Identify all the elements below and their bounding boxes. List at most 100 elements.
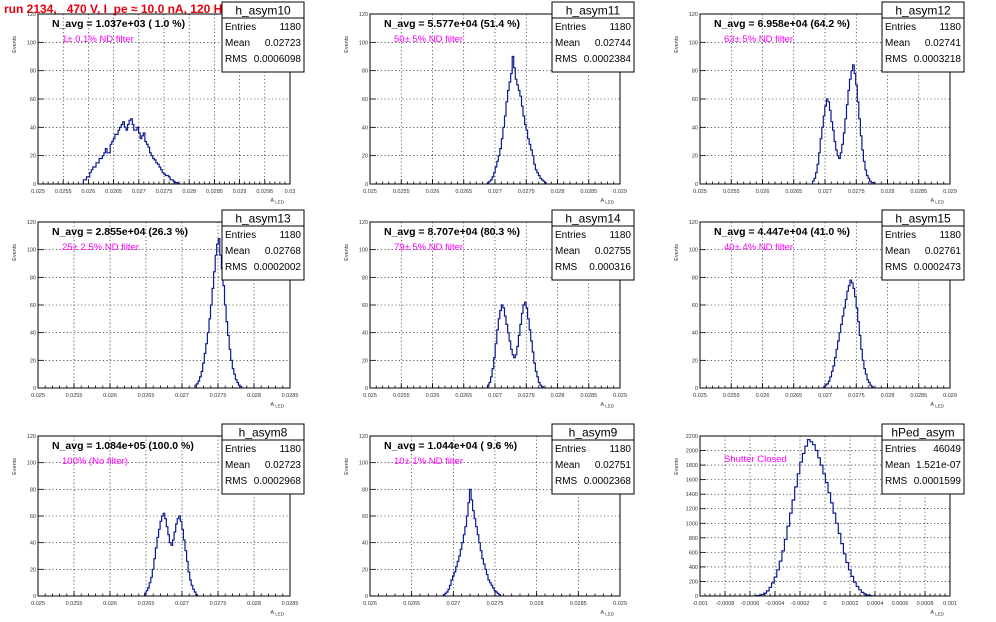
stat-label-mean: Mean bbox=[225, 38, 250, 49]
x-tick-label: 0.028 bbox=[247, 393, 261, 399]
panel-h-asym8: 0.025 0.0255 0.026 0.0265 0.027 0.0275 0.028 0.… bbox=[12, 423, 305, 617]
histogram-line bbox=[144, 512, 198, 596]
panel-h-asym13: 0.025 0.0255 0.026 0.0265 0.027 0.0275 0.028 0.… bbox=[12, 209, 305, 409]
y-tick-label: 1400 bbox=[686, 492, 698, 498]
navg-label: N_avg = 2.855e+04 (26.3 %) bbox=[52, 226, 188, 238]
x-tick-label: 0.0255 bbox=[66, 601, 83, 607]
x-tick-label: 0.026 bbox=[103, 393, 117, 399]
x-tick-label: 0.029 bbox=[943, 189, 957, 195]
y-tick-label: 60 bbox=[30, 303, 36, 309]
y-tick-label: 80 bbox=[362, 69, 368, 75]
x-axis-label-subscript: LED bbox=[934, 404, 945, 409]
x-tick-label: 0.0006 bbox=[892, 601, 909, 607]
y-tick-label: 80 bbox=[30, 275, 36, 281]
histogram-line bbox=[82, 118, 179, 184]
stat-value-mean: 1.521e-07 bbox=[916, 460, 961, 471]
stat-value-mean: 0.02755 bbox=[595, 246, 632, 257]
x-tick-label: -0.0002 bbox=[791, 601, 810, 607]
stat-value-entries: 1180 bbox=[939, 230, 961, 241]
plot-frame bbox=[369, 221, 621, 389]
x-tick-label: 0.027 bbox=[488, 189, 502, 195]
x-tick-label: 0.028 bbox=[551, 189, 565, 195]
plot-frame bbox=[699, 435, 951, 597]
y-tick-label: 40 bbox=[30, 331, 36, 337]
y-tick-label: 20 bbox=[362, 567, 368, 573]
x-tick-label: 0.0265 bbox=[785, 393, 802, 399]
y-tick-label: 120 bbox=[359, 434, 368, 440]
stat-value-rms: 0.0002368 bbox=[584, 476, 632, 487]
x-tick-label: 0.027 bbox=[175, 393, 189, 399]
panel-h-asym9: 0.026 0.0265 0.027 0.0275 0.028 0.0285 0.029 0 2… bbox=[344, 423, 635, 617]
y-tick-label: 0 bbox=[365, 386, 368, 392]
plot-frame bbox=[699, 221, 951, 389]
y-tick-label: 100 bbox=[689, 40, 698, 46]
y-tick-label: 60 bbox=[362, 514, 368, 520]
y-tick-label: 120 bbox=[27, 220, 36, 226]
x-tick-label: 0.0265 bbox=[105, 189, 122, 195]
plot-frame bbox=[369, 435, 621, 597]
y-tick-label: 20 bbox=[30, 358, 36, 364]
x-tick-label: 0.025 bbox=[693, 393, 707, 399]
x-tick-label: 0.0265 bbox=[403, 601, 420, 607]
stat-label-entries: Entries bbox=[225, 230, 256, 241]
x-tick-label: 0.0008 bbox=[917, 601, 934, 607]
stat-value-entries: 1180 bbox=[279, 230, 301, 241]
navg-label: N_avg = 1.037e+03 ( 1.0 %) bbox=[52, 18, 185, 30]
x-tick-label: 0.0255 bbox=[66, 393, 83, 399]
stat-value-rms: 0.0002384 bbox=[584, 54, 632, 65]
stat-value-entries: 1180 bbox=[939, 22, 961, 33]
histogram-line bbox=[442, 488, 501, 596]
x-tick-label: 0.028 bbox=[881, 189, 895, 195]
y-tick-label: 2200 bbox=[686, 434, 698, 440]
stat-label-entries: Entries bbox=[555, 230, 586, 241]
stat-value-mean: 0.02723 bbox=[265, 460, 302, 471]
x-axis-label-subscript: LED bbox=[604, 612, 615, 617]
x-axis-label-subscript: LED bbox=[934, 612, 945, 617]
x-tick-label: 0.0285 bbox=[910, 393, 927, 399]
y-tick-label: 120 bbox=[689, 12, 698, 18]
y-tick-label: 0 bbox=[365, 594, 368, 600]
histogram-name: hPed_asym bbox=[891, 426, 954, 440]
x-tick-label: 0.026 bbox=[426, 189, 440, 195]
y-tick-label: 40 bbox=[692, 125, 698, 131]
y-tick-label: 80 bbox=[30, 487, 36, 493]
y-tick-label: 0 bbox=[695, 594, 698, 600]
x-tick-label: 0.0285 bbox=[580, 393, 597, 399]
histogram-line bbox=[194, 238, 243, 388]
x-tick-label: 0.025 bbox=[31, 393, 45, 399]
y-tick-label: 60 bbox=[692, 97, 698, 103]
stat-label-entries: Entries bbox=[225, 444, 256, 455]
stat-value-rms: 0.0002473 bbox=[914, 262, 962, 273]
x-tick-label: 0.0255 bbox=[723, 393, 740, 399]
x-tick-label: 0.0255 bbox=[723, 189, 740, 195]
y-tick-label: 20 bbox=[692, 358, 698, 364]
stat-label-rms: RMS bbox=[885, 262, 908, 273]
stat-label-entries: Entries bbox=[555, 444, 586, 455]
x-axis-label: A LED bbox=[930, 610, 944, 617]
y-tick-label: 0 bbox=[695, 182, 698, 188]
y-tick-label: 20 bbox=[362, 358, 368, 364]
stats-box bbox=[221, 1, 305, 73]
x-tick-label: 0.0275 bbox=[210, 601, 227, 607]
x-tick-label: 0.0285 bbox=[282, 601, 299, 607]
x-axis-label: A LED bbox=[270, 610, 284, 617]
x-tick-label: 0.028 bbox=[530, 601, 544, 607]
filter-label: 10± 1% ND filter bbox=[394, 456, 463, 467]
y-axis-label: Events bbox=[12, 36, 18, 53]
y-tick-label: 100 bbox=[359, 248, 368, 254]
x-tick-label: 0.027 bbox=[488, 393, 502, 399]
stat-value-entries: 1180 bbox=[609, 22, 631, 33]
y-tick-label: 40 bbox=[362, 541, 368, 547]
y-tick-label: 100 bbox=[27, 461, 36, 467]
histogram-line bbox=[811, 64, 875, 184]
stat-value-mean: 0.02741 bbox=[925, 38, 962, 49]
x-tick-label: 0.027 bbox=[818, 393, 832, 399]
plot-frame bbox=[37, 13, 291, 185]
stat-label-entries: Entries bbox=[225, 22, 256, 33]
x-tick-label: 0 bbox=[823, 601, 826, 607]
x-tick-label: -0.0006 bbox=[741, 601, 760, 607]
stat-label-mean: Mean bbox=[885, 38, 910, 49]
y-tick-label: 1600 bbox=[686, 478, 698, 484]
x-tick-label: 0.03 bbox=[285, 189, 296, 195]
histogram-name: h_asym13 bbox=[235, 212, 291, 226]
